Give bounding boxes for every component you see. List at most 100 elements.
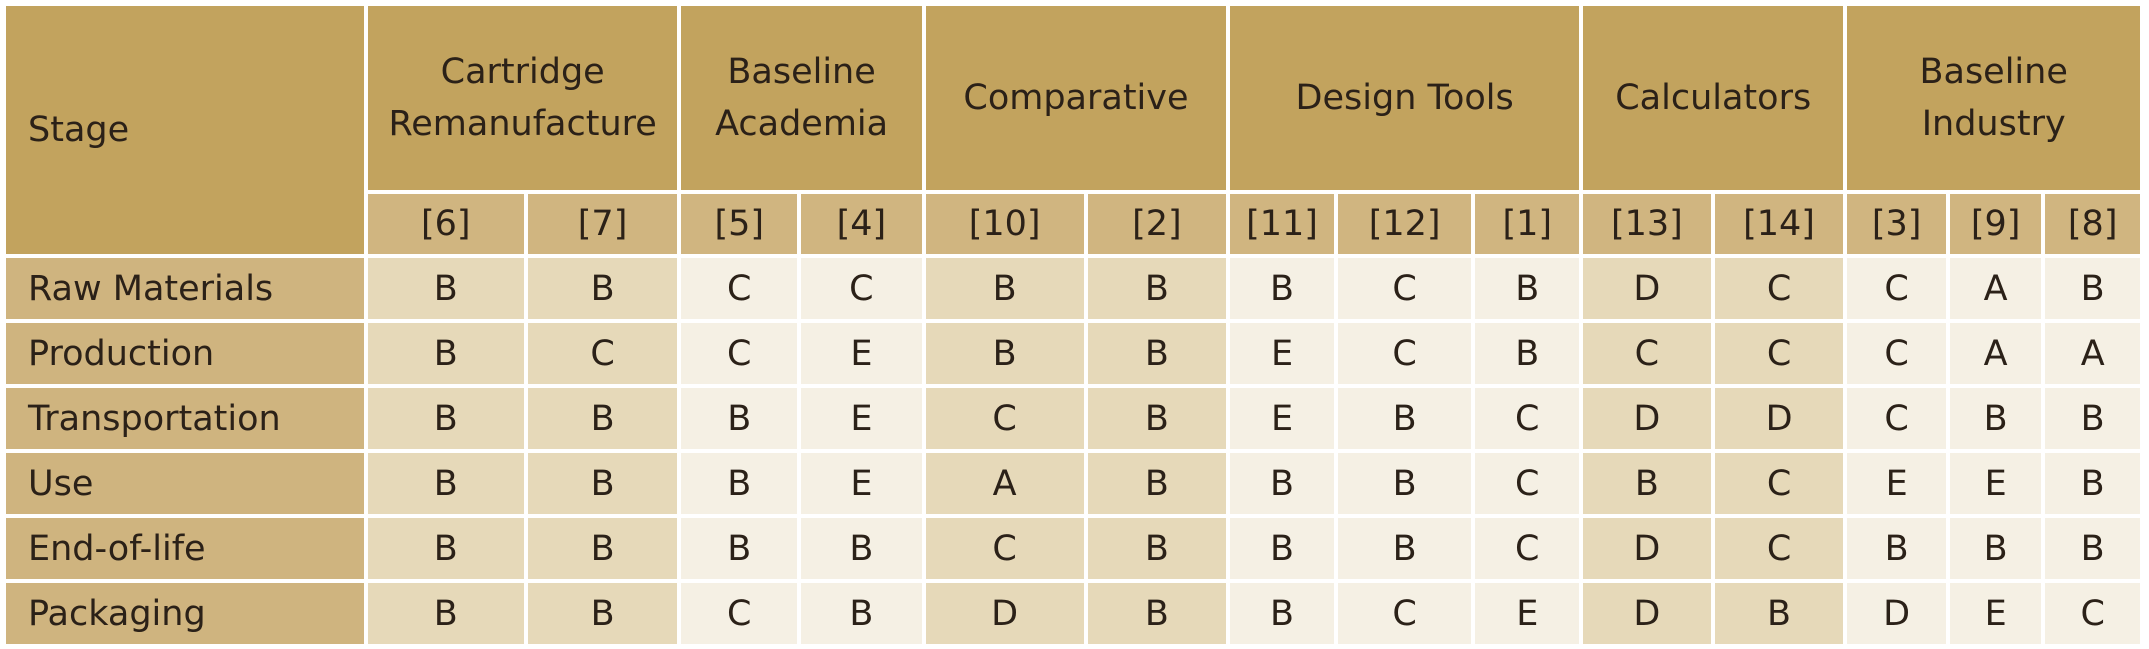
rating-cell: E — [1949, 583, 2042, 644]
rating-cell: D — [1714, 388, 1844, 449]
reference-header: [12] — [1337, 194, 1472, 254]
rating-cell: E — [801, 453, 922, 514]
rating-cell: B — [367, 388, 524, 449]
group-header: Comparative — [925, 6, 1227, 190]
group-header: Design Tools — [1230, 6, 1580, 190]
reference-header: [3] — [1847, 194, 1946, 254]
group-header: Cartridge Remanufacture — [367, 6, 678, 190]
table-row: End-of-life B B B B C B B B C D C B B B — [6, 518, 2140, 579]
rating-cell: C — [1337, 258, 1472, 319]
stage-label: Packaging — [6, 583, 364, 644]
rating-cell: B — [527, 258, 678, 319]
reference-header: [10] — [925, 194, 1084, 254]
rating-cell: A — [2045, 323, 2140, 384]
rating-cell: B — [1087, 518, 1227, 579]
rating-cell: B — [801, 583, 922, 644]
stage-label: Raw Materials — [6, 258, 364, 319]
table-row: Use B B B E A B B B C B C E E B — [6, 453, 2140, 514]
rating-cell: C — [1475, 453, 1580, 514]
rating-cell: C — [681, 258, 798, 319]
rating-cell: B — [1087, 583, 1227, 644]
rating-cell: C — [1337, 583, 1472, 644]
table-row: Production B C C E B B E C B C C C A A — [6, 323, 2140, 384]
reference-header: [4] — [801, 194, 922, 254]
rating-cell: B — [2045, 388, 2140, 449]
rating-cell: B — [527, 583, 678, 644]
rating-cell: B — [1337, 518, 1472, 579]
reference-header: [1] — [1475, 194, 1580, 254]
stage-label: Transportation — [6, 388, 364, 449]
reference-header: [13] — [1583, 194, 1711, 254]
rating-cell: E — [801, 323, 922, 384]
rating-cell: C — [1583, 323, 1711, 384]
rating-cell: C — [681, 583, 798, 644]
rating-cell: B — [2045, 258, 2140, 319]
rating-cell: B — [801, 518, 922, 579]
rating-cell: B — [527, 388, 678, 449]
stage-label: End-of-life — [6, 518, 364, 579]
reference-header: [6] — [367, 194, 524, 254]
table-row: Packaging B B C B D B B C E D B D E C — [6, 583, 2140, 644]
rating-cell: C — [1714, 453, 1844, 514]
rating-cell: E — [1230, 388, 1334, 449]
rating-cell: B — [367, 453, 524, 514]
reference-header: [11] — [1230, 194, 1334, 254]
rating-cell: B — [367, 323, 524, 384]
rating-cell: C — [925, 518, 1084, 579]
table-row: Transportation B B B E C B E B C D D C B B — [6, 388, 2140, 449]
rating-cell: B — [2045, 453, 2140, 514]
rating-cell: B — [1337, 388, 1472, 449]
rating-cell: B — [925, 323, 1084, 384]
rating-cell: B — [1583, 453, 1711, 514]
rating-cell: C — [1475, 388, 1580, 449]
stage-label: Production — [6, 323, 364, 384]
rating-cell: B — [367, 258, 524, 319]
rating-cell: D — [1583, 388, 1711, 449]
rating-cell: E — [801, 388, 922, 449]
rating-cell: B — [1087, 258, 1227, 319]
rating-cell: C — [801, 258, 922, 319]
rating-cell: C — [2045, 583, 2140, 644]
rating-cell: D — [1583, 258, 1711, 319]
rating-cell: B — [1087, 388, 1227, 449]
rating-cell: D — [925, 583, 1084, 644]
table-row: Raw Materials B B C C B B B C B D C C A B — [6, 258, 2140, 319]
rating-cell: B — [527, 518, 678, 579]
rating-cell: B — [681, 518, 798, 579]
rating-cell: C — [527, 323, 678, 384]
rating-cell: B — [1475, 323, 1580, 384]
rating-cell: B — [1087, 323, 1227, 384]
reference-header: [14] — [1714, 194, 1844, 254]
rating-cell: B — [1337, 453, 1472, 514]
rating-cell: C — [1714, 323, 1844, 384]
rating-cell: B — [1087, 453, 1227, 514]
group-header: Baseline Academia — [681, 6, 922, 190]
rating-cell: B — [367, 518, 524, 579]
rating-cell: C — [1337, 323, 1472, 384]
rating-cell: A — [925, 453, 1084, 514]
rating-cell: C — [1847, 258, 1946, 319]
rating-cell: B — [681, 453, 798, 514]
rating-cell: C — [1847, 323, 1946, 384]
rating-cell: B — [1230, 258, 1334, 319]
rating-cell: B — [527, 453, 678, 514]
rating-cell: E — [1949, 453, 2042, 514]
rating-cell: C — [1475, 518, 1580, 579]
rating-cell: B — [2045, 518, 2140, 579]
rating-cell: B — [1949, 518, 2042, 579]
rating-cell: C — [681, 323, 798, 384]
stage-column-header: Stage — [6, 6, 364, 254]
rating-cell: E — [1230, 323, 1334, 384]
rating-cell: D — [1583, 583, 1711, 644]
rating-cell: B — [1230, 518, 1334, 579]
rating-cell: B — [367, 583, 524, 644]
rating-cell: A — [1949, 323, 2042, 384]
reference-header: [8] — [2045, 194, 2140, 254]
group-header: Calculators — [1583, 6, 1844, 190]
rating-cell: B — [1230, 453, 1334, 514]
rating-cell: B — [1847, 518, 1946, 579]
stage-label: Use — [6, 453, 364, 514]
rating-cell: C — [1714, 258, 1844, 319]
rating-cell: B — [681, 388, 798, 449]
